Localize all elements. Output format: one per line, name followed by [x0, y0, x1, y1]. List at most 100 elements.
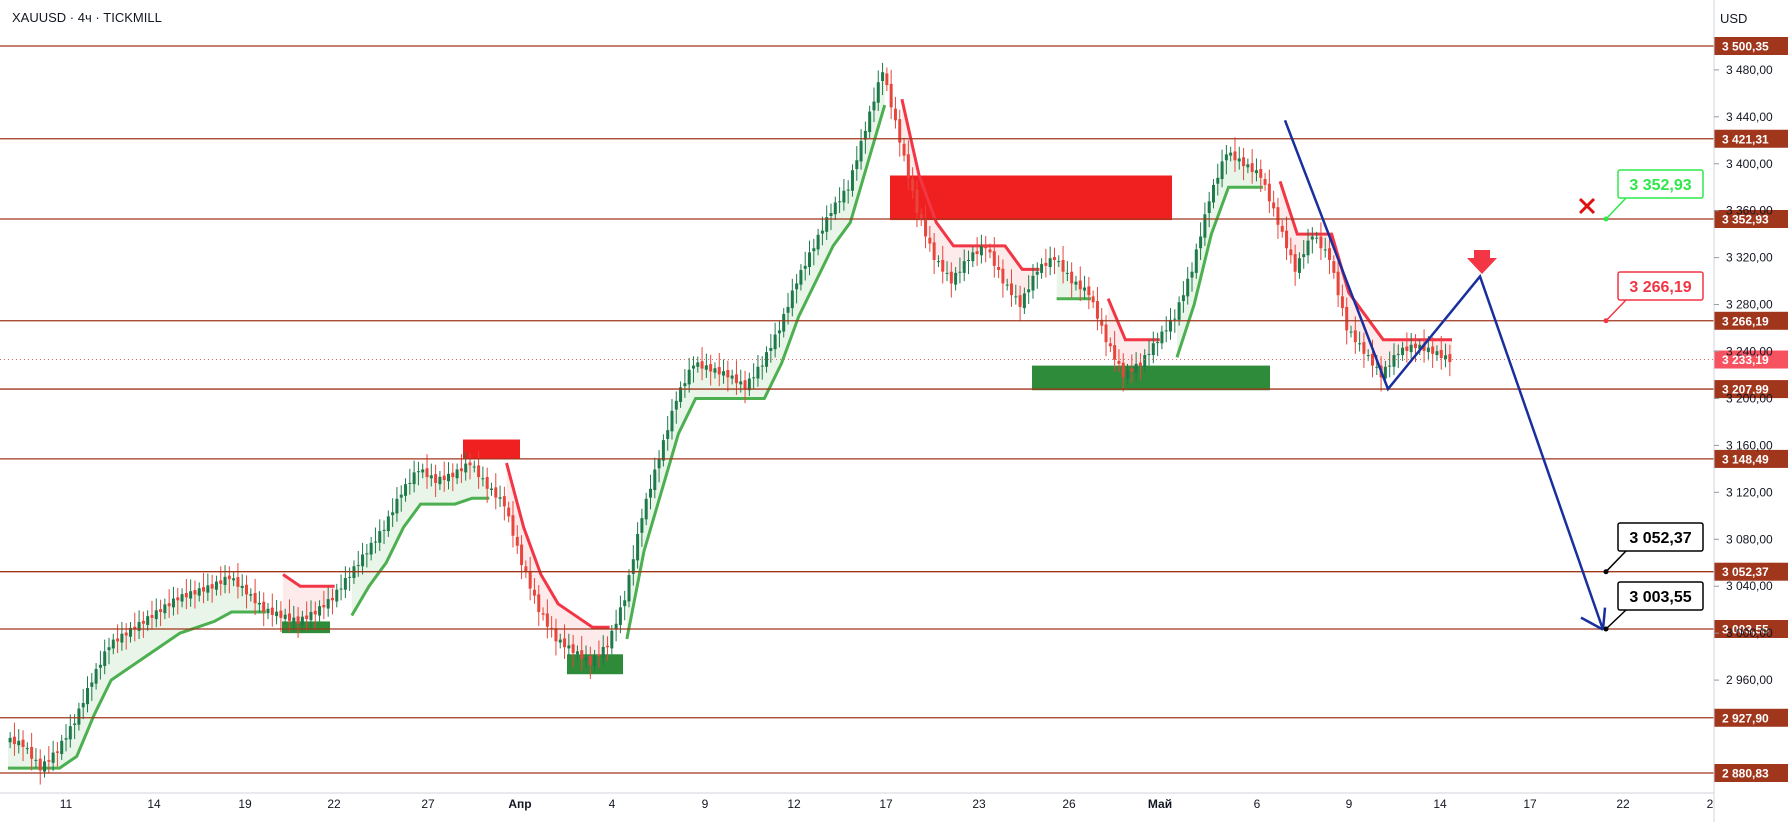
time-tick-label: 17 [1523, 797, 1537, 811]
price-tick-label: 3 040,00 [1726, 579, 1773, 593]
candle-body [1216, 177, 1220, 184]
candle-body [257, 602, 261, 605]
candle-body [1164, 330, 1168, 332]
candle-body [545, 613, 549, 627]
candle-body [936, 261, 940, 263]
candle-body [1044, 262, 1048, 266]
candle-body [356, 565, 360, 567]
candle-body [1104, 324, 1108, 343]
candle-body [1431, 346, 1435, 354]
trail-up-line [8, 610, 266, 770]
candle-body [1289, 249, 1293, 256]
candle-body [700, 361, 704, 369]
candle-body [270, 607, 274, 615]
candle-body [98, 664, 102, 668]
callout-label: 3 003,55 [1629, 589, 1691, 606]
callout-box [1617, 522, 1704, 552]
currency-label[interactable]: USD [1720, 11, 1748, 26]
time-axis[interactable]: 11 14 19 22 27 Апр 4 9 12 17 23 26 Май 6 9 14 17 22 2 [60, 797, 1714, 811]
candle-body [1349, 331, 1353, 333]
candle-body [17, 740, 21, 746]
time-tick-label: 12 [787, 797, 801, 811]
candle-body [1259, 169, 1263, 178]
candle-body [1194, 249, 1198, 273]
level-tag [1714, 37, 1788, 55]
candle-body [760, 365, 764, 367]
candle-body [1254, 170, 1258, 174]
candle-body [820, 230, 824, 234]
candle-body [988, 249, 992, 253]
candle-body [1229, 152, 1233, 156]
trail-down-line [1106, 298, 1160, 342]
candle-body [666, 430, 670, 439]
candles-layer [8, 62, 1452, 785]
candle-body [1353, 330, 1357, 343]
candle-body [739, 381, 743, 385]
price-tick-label: 3 280,00 [1726, 298, 1773, 312]
level-tag [1714, 708, 1788, 727]
candle-body [1177, 302, 1181, 320]
price-tick-label: 3 160,00 [1726, 438, 1773, 452]
candle-body [1091, 296, 1095, 303]
candle-body [47, 760, 51, 762]
candle-body [614, 623, 618, 630]
candle-body [1448, 354, 1452, 363]
candle-body [391, 512, 395, 516]
candle-body [872, 101, 876, 111]
candle-body [159, 609, 163, 613]
callout-pointer [1605, 299, 1627, 322]
candle-body [459, 468, 463, 472]
callout-anchor [1603, 216, 1609, 222]
candle-body [425, 468, 429, 478]
candle-body [1302, 254, 1306, 258]
candle-body [997, 267, 1001, 270]
candle-body [494, 487, 498, 498]
candle-body [1418, 344, 1422, 350]
candle-body [193, 590, 197, 595]
candle-body [1031, 275, 1035, 291]
candle-body [606, 645, 610, 648]
candle-body [434, 474, 438, 483]
candle-body [984, 245, 988, 249]
candle-body [283, 614, 287, 620]
candle-body [206, 585, 210, 593]
demand-zone [282, 621, 330, 634]
candle-body [1190, 271, 1194, 278]
candle-body [657, 459, 661, 469]
price-tick-label: 3 000,00 [1726, 626, 1773, 640]
candle-body [532, 589, 536, 596]
candle-body [773, 334, 777, 350]
candle-body [829, 213, 833, 216]
candle-body [1358, 343, 1362, 345]
candle-body [1315, 237, 1319, 239]
candle-body [1237, 158, 1241, 162]
candle-body [898, 119, 902, 143]
candle-body [507, 507, 511, 517]
price-tick-label: 2 960,00 [1726, 673, 1773, 687]
candle-body [1409, 344, 1413, 353]
candle-body [1211, 184, 1215, 203]
candle-body [481, 478, 485, 480]
candle-body [1422, 343, 1426, 351]
trail-up-fill [626, 69, 885, 640]
candle-body [1052, 257, 1056, 260]
candle-body [1087, 286, 1091, 296]
level-tag [1714, 380, 1788, 399]
time-tick-label: Май [1148, 797, 1172, 811]
level-tag-label: 3 207,99 [1722, 383, 1769, 397]
candle-body [1057, 261, 1061, 263]
symbol-title[interactable]: XAUUSD · 4ч · TICKMILL [12, 10, 162, 25]
candle-body [580, 650, 584, 659]
candle-body [1439, 350, 1443, 358]
candle-body [799, 269, 803, 285]
candle-body [584, 657, 588, 661]
candle-body [451, 472, 455, 478]
projection-arrowhead [1580, 616, 1604, 631]
candle-body [176, 597, 180, 601]
candle-body [197, 588, 201, 596]
candle-body [563, 638, 567, 648]
candle-body [348, 576, 352, 578]
candle-body [38, 758, 42, 771]
